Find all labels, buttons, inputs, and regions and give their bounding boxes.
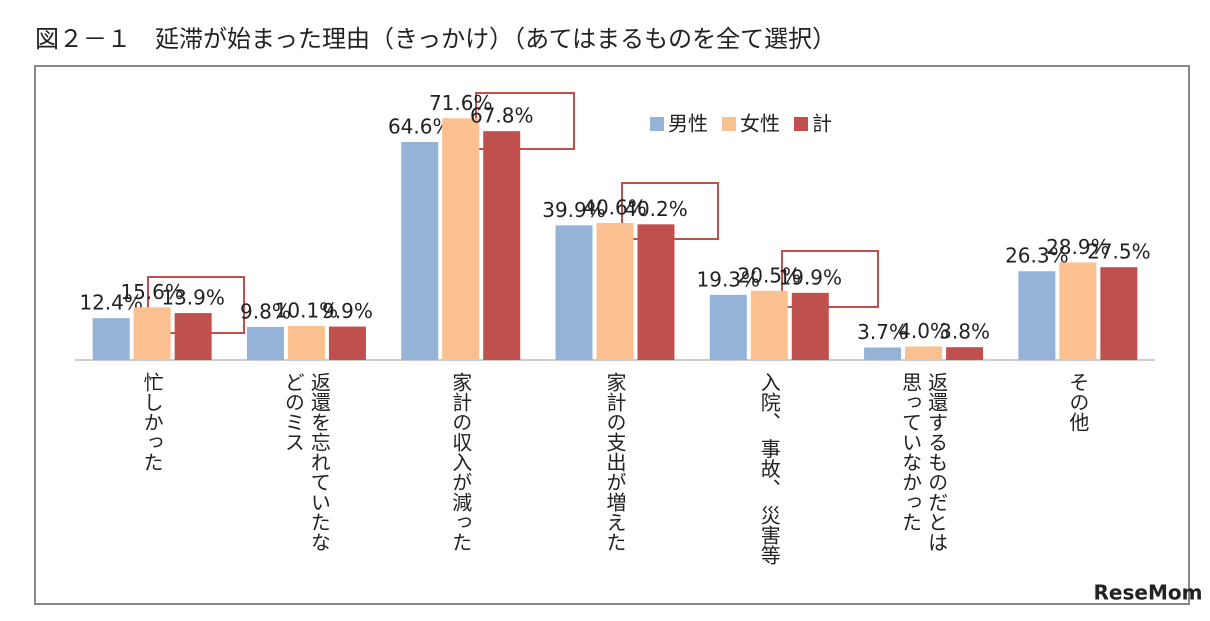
value-label: 26.3%	[1005, 244, 1069, 268]
value-label: 12.4%	[79, 291, 143, 315]
bar	[442, 118, 480, 360]
value-label: 67.8%	[470, 104, 534, 128]
x-tick-label-box: 返還するものだとは 思っていなかった	[898, 372, 949, 552]
x-tick-label: 返還するものだとは 思っていなかった	[898, 372, 949, 552]
bar	[555, 225, 593, 360]
bar	[328, 326, 366, 360]
bar	[946, 347, 984, 360]
bar	[1059, 262, 1097, 360]
value-label: 15.6%	[120, 280, 184, 304]
legend-swatch	[794, 117, 808, 131]
bar	[637, 224, 675, 360]
x-tick-label: 家計の支出が増えた	[603, 372, 627, 552]
value-label: 13.9%	[161, 286, 225, 310]
value-label: 40.6%	[583, 195, 647, 219]
x-tick-label: 入院、 事故、 災害等	[757, 372, 782, 565]
bar	[92, 318, 130, 360]
legend-label: 女性	[740, 112, 780, 136]
value-label: 27.5%	[1087, 240, 1151, 264]
value-label: 28.9%	[1046, 235, 1110, 259]
value-label: 9.8%	[240, 299, 291, 323]
value-label: 20.5%	[738, 263, 802, 287]
chart-title: 図２－１ 延滞が始まった理由（きっかけ）（あてはまるものを全て選択）	[35, 25, 836, 53]
bar	[750, 290, 788, 360]
value-label: 3.7%	[857, 320, 908, 344]
value-label: 64.6%	[388, 114, 452, 138]
x-tick-label-box: 忙しかった	[140, 372, 165, 472]
bar	[483, 131, 521, 360]
x-tick-label: その他	[1065, 372, 1090, 432]
x-tick-label-box: 家計の支出が増えた	[603, 372, 627, 552]
x-tick-label-box: 入院、 事故、 災害等	[757, 372, 782, 565]
bar	[133, 307, 171, 360]
x-tick-label: 忙しかった	[140, 372, 165, 472]
bar	[596, 222, 634, 360]
value-label: 3.8%	[939, 320, 990, 344]
x-tick-label-box: 家計の収入が減った	[448, 372, 473, 552]
chart-frame	[34, 65, 1190, 605]
bar	[905, 346, 943, 360]
legend-swatch	[650, 117, 664, 131]
legend-label: 男性	[668, 112, 708, 136]
highlight-box	[781, 250, 879, 308]
bar	[174, 313, 212, 360]
value-label: 19.9%	[779, 265, 843, 289]
value-label: 71.6%	[429, 91, 493, 115]
value-label: 9.9%	[322, 299, 373, 323]
bar	[1100, 267, 1138, 360]
watermark: ReseMom	[1094, 581, 1203, 605]
bar	[287, 325, 325, 360]
legend-label: 計	[812, 112, 832, 136]
value-label: 10.1%	[275, 298, 339, 322]
bar	[1018, 271, 1056, 360]
x-tick-label-box: その他	[1065, 372, 1090, 432]
bar	[791, 292, 829, 360]
legend-swatch	[722, 117, 736, 131]
x-tick-label-box: 返還を忘れていたな どのミス	[281, 372, 332, 552]
x-tick-label: 返還を忘れていたな どのミス	[281, 372, 332, 552]
value-label: 39.9%	[542, 198, 606, 222]
bar	[401, 141, 439, 360]
value-label: 40.2%	[624, 197, 688, 221]
value-label: 4.0%	[898, 319, 949, 343]
bar	[709, 294, 747, 360]
value-label: 19.3%	[697, 267, 761, 291]
bar	[246, 326, 284, 360]
bar	[864, 347, 902, 360]
x-tick-label: 家計の収入が減った	[448, 372, 473, 552]
